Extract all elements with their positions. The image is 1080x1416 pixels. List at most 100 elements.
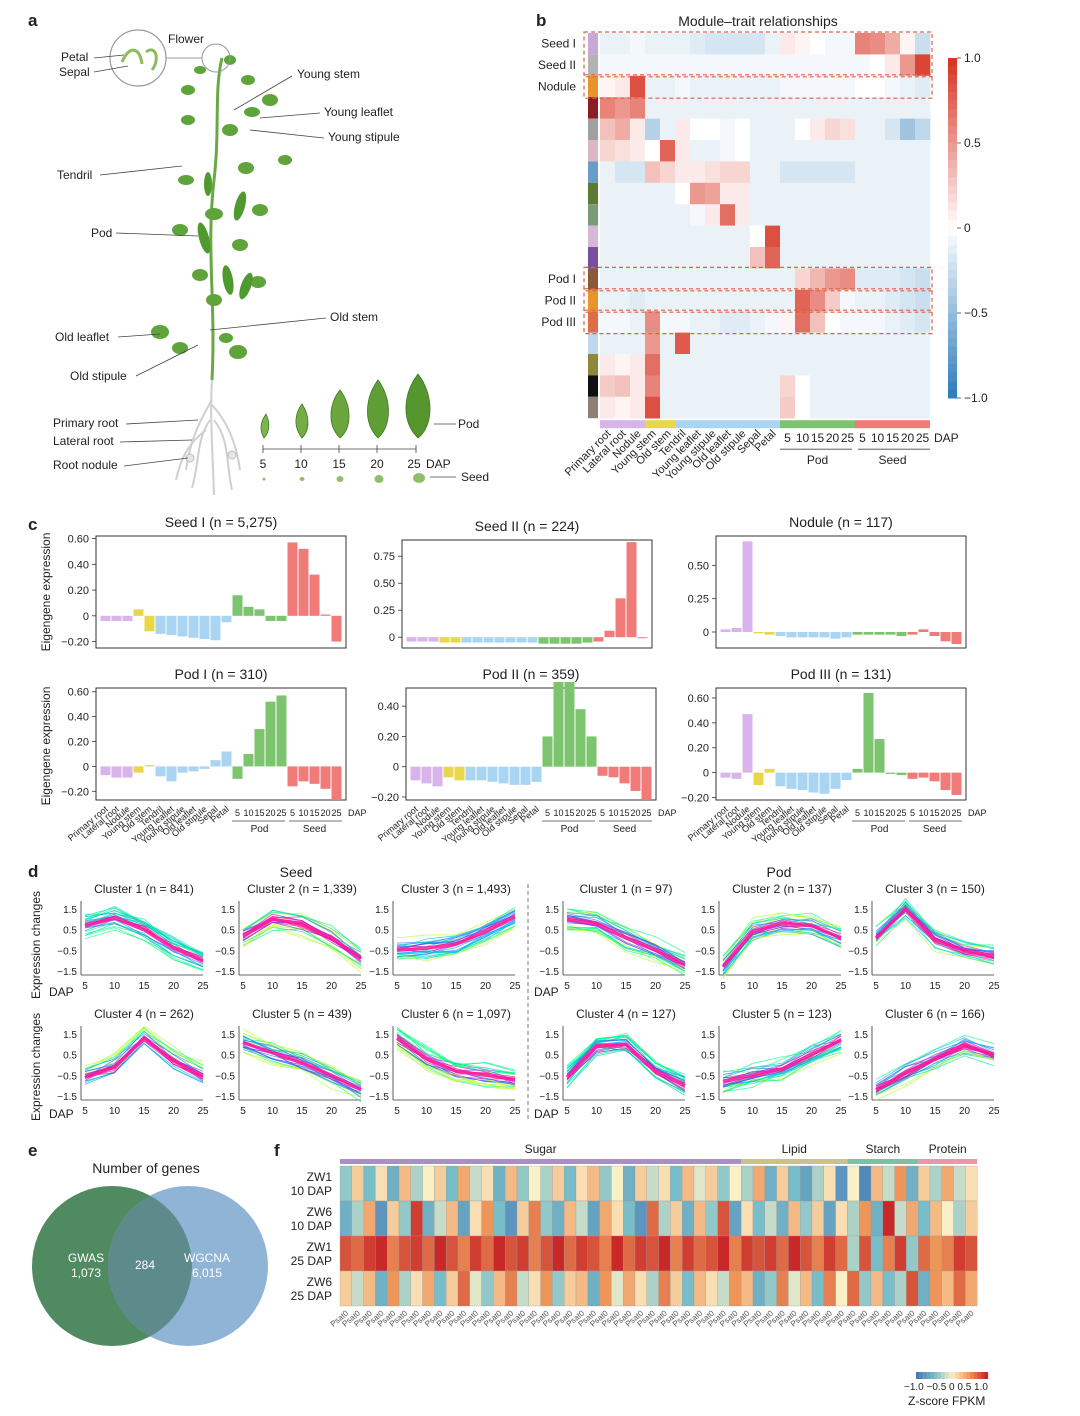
x-tick-label: 10 [900,981,912,992]
wgcna-label: WGCNA [184,1251,230,1265]
heatmap-cell [422,1270,435,1307]
heatmap-cell [780,354,796,376]
heatmap-cell [894,1235,907,1272]
heatmap-cell [645,289,661,312]
gene-trajectory [396,909,516,948]
y-tick-label: 1.5 [63,1030,77,1041]
bar [331,615,342,642]
heatmap-cell [705,33,721,55]
heatmap-cell [552,1200,565,1237]
heatmap-cell [660,54,676,77]
heatmap-cell [825,54,841,77]
bar [243,753,254,767]
heatmap-cell [855,396,871,419]
heatmap-cell [720,118,736,141]
bar [199,766,210,769]
heatmap-cell [615,182,631,205]
heatmap-cell [690,354,706,376]
heatmap-cell [552,1270,565,1307]
gene-trajectory [875,1037,995,1087]
gene-trajectory [396,914,516,949]
heatmap-cell [825,247,841,269]
heatmap-cell [750,375,766,398]
heatmap-cell [765,268,781,291]
bar [487,766,498,782]
colorbar-step [944,1372,949,1379]
heatmap-cell [564,1200,577,1237]
seed-dap-label: 15 [886,431,900,445]
dap-tick-label: 25 [276,808,286,818]
heatmap-cell [720,289,736,312]
heatmap-cell [540,1165,553,1202]
heatmap-cell [457,1235,470,1272]
heatmap-cell [587,1165,600,1202]
pods [197,172,253,300]
heatmap-cell [810,54,826,77]
gene-trajectory [242,1039,362,1090]
heatmap-cell [780,161,796,184]
y-tick-label: −1.5 [215,967,235,978]
leader-lines [93,54,456,478]
heatmap-cell [645,54,661,77]
heatmap-cell [682,1270,695,1307]
label-old-stipule: Old stipule [70,369,127,383]
heatmap-cell [965,1200,978,1237]
gene-trajectory [242,1035,362,1087]
heatmap-cell [645,204,661,226]
heatmap-cell [675,311,691,333]
panel-b-letter: b [536,11,546,30]
heatmap-cell [780,75,796,98]
heatmap-cell [540,1235,553,1272]
heatmap-cell [795,354,811,376]
heatmap-cell [953,1165,966,1202]
gene-trajectory [397,925,516,959]
heatmap-cell [800,1200,813,1237]
module-color-strip [588,33,598,419]
bar [199,615,210,639]
colorbar-step [948,134,957,144]
heatmap-cell [900,289,916,312]
colorbar-step [948,58,957,67]
colorbar-step [948,270,957,280]
bar [940,772,951,791]
heatmap-cell [705,1235,718,1272]
bar [111,615,122,621]
heatmap-cell [870,33,886,55]
heatmap-cell [855,268,871,291]
bar [454,766,465,781]
y-tick-label: 0.5 [854,1051,868,1062]
bar [287,766,298,787]
heatmap-cell [900,375,916,398]
heatmap-cell [587,1270,600,1307]
module-color [588,161,598,183]
heatmap-cell [564,1165,577,1202]
heatmap-cell [658,1235,671,1272]
colorbar-step [948,236,957,246]
heatmap-cell [780,396,796,419]
dap-tick-label: 25 [331,808,341,818]
colorbar-step [948,313,957,322]
colorbar-tick-label: 0.5 [964,136,981,150]
x-tick-label: 5 [240,981,246,992]
heatmap-cell [765,396,781,419]
y-tick-label: 1.5 [545,1030,559,1041]
cluster-title: Cluster 2 (n = 1,339) [247,882,357,896]
heatmap-cell [795,332,811,355]
x-tick-label: 15 [138,1106,150,1117]
heatmap-cell [693,1200,706,1237]
x-tick-label: 15 [620,981,632,992]
y-tick-label: −1.5 [848,1092,868,1103]
heatmap-cell [859,1235,872,1272]
heatmap-cell [840,354,856,376]
heatmap-cell [446,1165,459,1202]
heatmap-cell [720,311,736,333]
heatmap-cell [422,1200,435,1237]
cluster-line-charts: Cluster 1 (n = 841) 1.5 0.5 −0.5 −1.5 5 10 15 20… [29,882,1000,1121]
heatmap-cell [847,1200,860,1237]
x-tick-label: 15 [296,981,308,992]
y-tick-label: 1.5 [63,905,77,916]
colorbar-step [934,1372,938,1379]
x-tick-label: 20 [326,1106,338,1117]
cluster-mean-line [566,917,686,967]
colorbar-step [930,1372,935,1379]
